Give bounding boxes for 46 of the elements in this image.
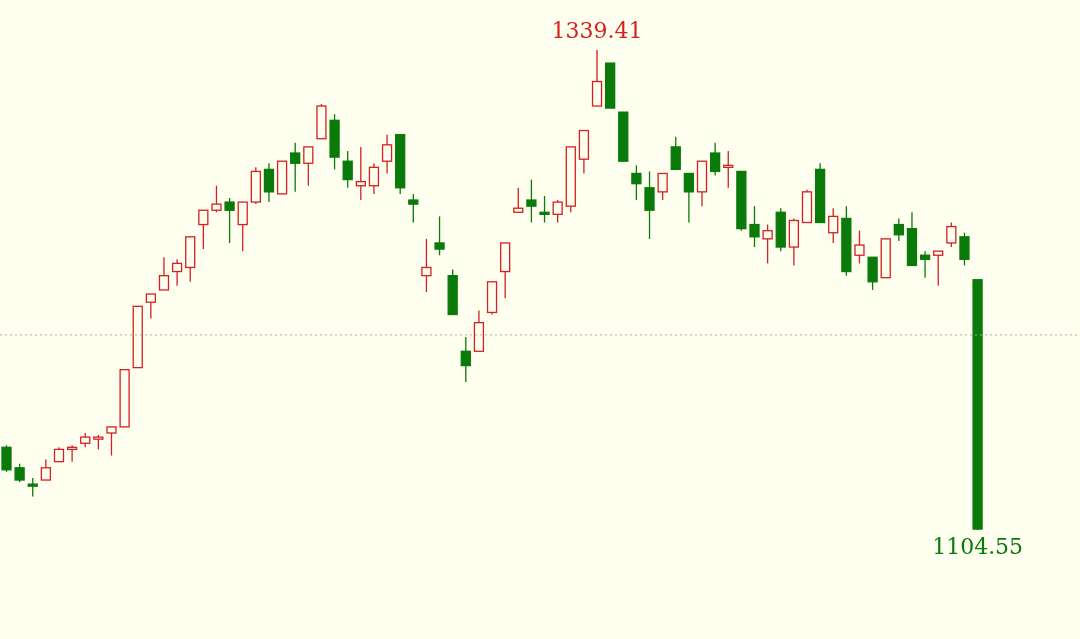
- candlestick: [526, 178, 537, 224]
- candlestick: [342, 150, 353, 189]
- candlestick: [828, 207, 839, 244]
- candlestick: [224, 197, 235, 244]
- candlestick: [368, 162, 380, 195]
- candlestick: [355, 146, 366, 201]
- candlestick: [106, 426, 117, 457]
- candlestick: [303, 146, 314, 187]
- candlestick: [27, 477, 38, 498]
- candlestick: [145, 293, 156, 320]
- candlestick: [723, 150, 734, 189]
- annotation: 1104.55: [932, 533, 1024, 559]
- candlestick: [644, 170, 655, 240]
- candlestick: [513, 187, 524, 213]
- candlestick: [933, 250, 944, 287]
- candlestick: [421, 238, 432, 293]
- candlestick: [290, 142, 301, 193]
- candlestick: [893, 217, 904, 242]
- candlestick: [959, 232, 970, 267]
- candlestick: [1, 444, 12, 473]
- candlestick: [198, 209, 209, 250]
- candlestick: [460, 336, 471, 383]
- candlestick: [158, 256, 170, 291]
- candlestick: [434, 215, 445, 256]
- annotation: 1339.41: [551, 18, 643, 43]
- candlestick: [709, 142, 721, 177]
- candlestick: [919, 250, 931, 279]
- candlestick: [946, 221, 957, 248]
- candlestick: [552, 199, 563, 224]
- candlestick: [237, 201, 248, 252]
- candlestick: [683, 172, 695, 224]
- candlestick: [263, 162, 275, 203]
- candlestick: [657, 172, 668, 201]
- candlestick: [66, 444, 78, 463]
- candlestick: [631, 164, 642, 201]
- candlestick: [749, 205, 760, 248]
- candlestick: [14, 463, 25, 483]
- candlestick: [670, 136, 681, 171]
- candlestick: [854, 230, 865, 265]
- candlestick: [408, 193, 419, 224]
- candlestick: [539, 195, 550, 224]
- candlestick: [381, 133, 393, 175]
- candlestick: [40, 458, 52, 481]
- candlestick: [211, 185, 222, 213]
- candlestick: [762, 223, 773, 265]
- candlestick: [171, 258, 183, 287]
